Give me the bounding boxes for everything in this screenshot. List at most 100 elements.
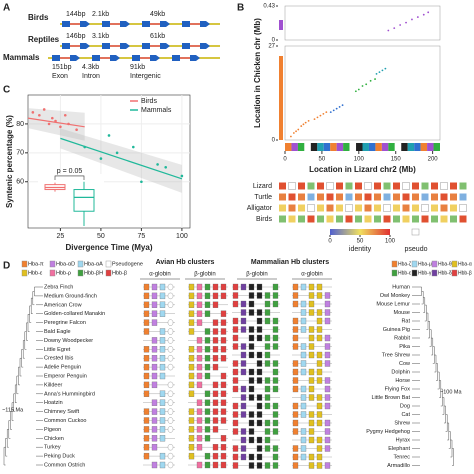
identity-cell [345, 193, 353, 201]
species-label: Peregrine Falcon [44, 320, 86, 326]
species-label: Dog [400, 403, 410, 409]
gene [204, 283, 211, 291]
gene [240, 300, 247, 308]
identity-cell [421, 215, 429, 223]
species-label: Common Cuckoo [44, 418, 87, 424]
chr-segment [388, 143, 395, 151]
gene [159, 399, 166, 406]
species-label: Turtle [254, 194, 272, 201]
gene [204, 426, 211, 433]
point [156, 163, 159, 166]
legend-swatch [49, 269, 56, 277]
tree-branch [3, 446, 6, 466]
cluster-header: Mammalian Hb clusters [251, 259, 329, 266]
gene [316, 394, 323, 401]
chr-segment [336, 143, 344, 151]
chr-segment [420, 143, 428, 151]
legend-label: Hbb-β [458, 270, 472, 276]
chr-segment [330, 143, 337, 151]
panel-letter: A [3, 3, 10, 14]
gene [188, 390, 195, 397]
gene [272, 360, 279, 367]
gene [256, 334, 263, 342]
identity-cell [431, 182, 438, 190]
gene [151, 417, 158, 424]
species-label: Mouse Lemur [376, 301, 410, 307]
identity-cell [326, 193, 334, 201]
legend-swatch [77, 269, 84, 277]
gene [167, 452, 174, 460]
point [375, 72, 378, 75]
gene [240, 445, 247, 452]
annotation: p = 0.05 [57, 168, 83, 175]
gene [308, 462, 315, 469]
point [297, 128, 300, 131]
gene [292, 343, 299, 350]
identity-cell [279, 182, 286, 190]
gene [151, 426, 158, 433]
species-label: Dolphin [391, 369, 410, 375]
gene [248, 462, 255, 469]
identity-cell [317, 182, 324, 190]
species-label: Common Ostrich [44, 462, 85, 468]
gene [143, 452, 150, 460]
gene [204, 399, 211, 406]
gene [264, 394, 271, 401]
gene [264, 462, 271, 469]
identity-cell [440, 182, 448, 190]
gene [143, 292, 150, 300]
exon-size: 146bp [66, 33, 86, 40]
gene [300, 428, 307, 435]
gene [292, 445, 299, 452]
identity-cell [345, 204, 353, 212]
gene [264, 402, 271, 410]
species-label: Chicken [44, 436, 64, 442]
point [381, 69, 384, 72]
gene [188, 444, 195, 451]
gene [324, 334, 331, 342]
gene [151, 381, 158, 389]
confidence-band [60, 128, 182, 193]
species-label: Little Brown Bat [371, 395, 410, 401]
gene [220, 390, 227, 397]
gene [212, 417, 219, 424]
legend-label: Hba-αD [56, 261, 75, 267]
species-label: Horse [395, 378, 410, 384]
gene [204, 355, 211, 362]
gene [300, 317, 307, 325]
point [313, 118, 316, 121]
gene [240, 411, 247, 418]
gene [272, 402, 279, 410]
gene [188, 355, 195, 362]
gene [167, 426, 174, 433]
gene [240, 326, 247, 333]
gene [308, 309, 315, 316]
gene [196, 319, 203, 326]
point [115, 151, 119, 155]
gene [167, 292, 174, 300]
gene [204, 310, 211, 317]
point [422, 13, 425, 16]
y-tick-label: 60 [16, 179, 24, 186]
point [54, 119, 57, 123]
point [75, 128, 78, 131]
gene [212, 292, 219, 300]
gene [272, 300, 279, 308]
gene [143, 444, 150, 451]
pseudo-swatch [411, 228, 420, 236]
gene [151, 372, 158, 380]
gene [204, 372, 211, 380]
gene [264, 334, 271, 342]
chr-segment [285, 143, 292, 151]
gene [240, 453, 247, 461]
gene [240, 385, 247, 393]
gene [324, 445, 331, 452]
point [387, 29, 390, 32]
identity-cell [402, 193, 410, 201]
gene [196, 346, 203, 353]
gene [292, 360, 299, 367]
gene [256, 292, 263, 299]
gene [256, 419, 263, 427]
gene [308, 351, 315, 359]
gene [212, 408, 219, 415]
